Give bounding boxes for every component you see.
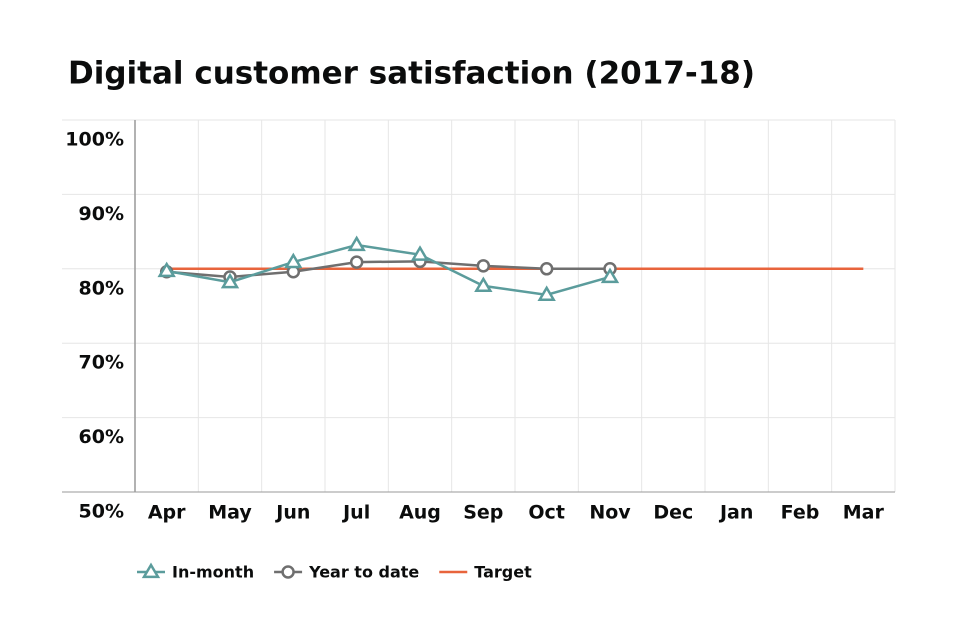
x-tick-label: Dec [653, 502, 693, 524]
x-tick-label: Sep [463, 502, 503, 524]
y-tick-label: 60% [79, 426, 124, 448]
x-tick-label: May [208, 502, 252, 524]
triangle-marker [220, 272, 240, 289]
triangle-marker [157, 261, 176, 278]
x-tick-label: Apr [148, 502, 186, 524]
legend-label: Target [474, 563, 532, 582]
triangle-marker [410, 245, 430, 261]
x-tick-label: Nov [589, 502, 631, 524]
legend-label: Year to date [308, 563, 419, 582]
chart-title: Digital customer satisfaction (2017-18) [68, 56, 755, 92]
series-line [166, 260, 610, 279]
triangle-marker [284, 252, 303, 269]
x-tick-label: Aug [399, 502, 441, 524]
x-tick-label: Oct [528, 502, 565, 524]
legend-marker [141, 562, 161, 579]
y-tick-label: 80% [79, 277, 124, 299]
x-tick-label: Jun [274, 502, 310, 524]
circle-marker [476, 259, 491, 273]
y-tick-label: 50% [79, 501, 124, 523]
triangle-marker [600, 267, 620, 284]
x-tick-label: Jul [341, 502, 370, 524]
y-tick-label: 100% [65, 129, 124, 151]
y-tick-label: 90% [79, 203, 124, 225]
circle-marker [349, 255, 364, 269]
x-tick-label: Feb [781, 502, 820, 524]
triangle-marker [347, 235, 366, 252]
triangle-marker [474, 276, 493, 293]
y-tick-label: 70% [79, 352, 124, 374]
series-line [166, 243, 611, 297]
x-tick-label: Mar [843, 502, 885, 524]
legend-label: In-month [172, 563, 254, 582]
triangle-marker [537, 285, 556, 301]
x-tick-label: Jan [718, 502, 753, 524]
circle-marker [539, 262, 554, 276]
legend-marker [281, 565, 295, 579]
